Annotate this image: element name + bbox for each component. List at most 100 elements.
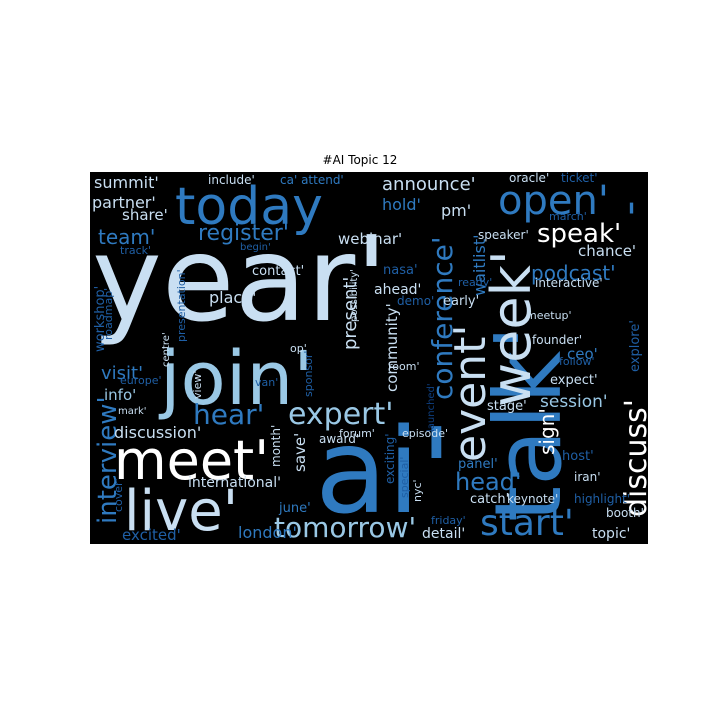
word-7: week'	[480, 250, 543, 407]
word-74: europe'	[120, 374, 162, 387]
word-cloud: year' ai' talk' join' meet' live' today week' ev…	[90, 172, 648, 544]
word-0: year'	[92, 210, 388, 348]
word-31: sign'	[535, 408, 559, 455]
word-54: roadmap'	[102, 288, 115, 340]
word-21: team'	[98, 225, 155, 249]
word-95: cover'	[112, 478, 125, 512]
word-19: register'	[198, 221, 289, 246]
word-45: ca' attend'	[280, 173, 344, 187]
word-30: international'	[188, 475, 281, 491]
word-17: speak'	[537, 219, 621, 249]
word-2: talk'	[475, 325, 582, 522]
word-40: waitlist'	[470, 234, 489, 296]
word-28: community'	[383, 303, 401, 392]
word-10: start'	[480, 503, 574, 544]
word-27: webinar'	[338, 230, 402, 248]
word-75: mark'	[118, 406, 147, 417]
word-72: view'	[191, 371, 204, 399]
word-44: include'	[208, 173, 255, 187]
word-38: topic'	[592, 526, 630, 542]
word-63: explore'	[628, 320, 643, 372]
word-46: oracle'	[509, 172, 549, 185]
word-25: summit'	[94, 173, 159, 192]
word-4: meet'	[114, 429, 269, 492]
word-26: partner'	[92, 193, 156, 212]
word-50: track'	[120, 244, 151, 257]
word-13: expert'	[288, 397, 394, 432]
word-12: discuss'	[619, 399, 648, 517]
word-37: excited'	[122, 526, 181, 544]
word-39: detail'	[422, 526, 465, 542]
word-48: march'	[549, 210, 587, 223]
figure-title: #AI Topic 12	[322, 153, 398, 167]
word-29: discussion'	[114, 423, 201, 442]
word-9: open'	[498, 178, 609, 224]
word-69: op'	[290, 342, 307, 355]
word-77: expect'	[550, 373, 598, 388]
word-42: pm'	[441, 201, 471, 220]
word-88: nyc'	[411, 479, 424, 502]
word-81: episode'	[402, 427, 448, 440]
word-96: launched'	[426, 383, 437, 432]
word-24: present'	[340, 277, 361, 350]
word-16: interview'	[93, 396, 123, 524]
word-11: conference'	[426, 236, 459, 400]
word-49: share'	[122, 206, 168, 224]
word-33: visit'	[101, 363, 143, 384]
word-52: presentation'	[175, 269, 188, 342]
word-68: centre'	[161, 332, 172, 367]
word-61: demo'	[397, 294, 434, 308]
word-62: early'	[443, 294, 479, 309]
word-8: event'	[445, 325, 496, 462]
word-73: van'	[255, 376, 278, 389]
word-55: contact'	[252, 264, 304, 279]
word-53: workshop'	[93, 286, 108, 352]
word-cloud-canvas: year' ai' talk' join' meet'live' today week'ev…	[92, 172, 648, 544]
word-87: special'	[398, 457, 411, 498]
word-92: booth'	[606, 506, 644, 520]
word-60: interactive'	[535, 276, 603, 290]
word-66: ceo'	[567, 345, 598, 363]
word-91: highlight'	[574, 492, 630, 506]
word-78: month'	[269, 425, 283, 467]
word-36: london'	[238, 523, 297, 542]
word-94: june'	[278, 501, 311, 516]
word-89: catch'	[470, 492, 509, 507]
word-86: iran'	[574, 470, 601, 484]
word-20: head'	[455, 468, 522, 496]
word-34: info'	[104, 386, 136, 404]
word-35: chance'	[578, 242, 636, 260]
word-80: forum'	[339, 427, 375, 440]
word-59: ready'	[458, 276, 492, 289]
word-82: award'	[319, 432, 359, 446]
word-76: stage'	[487, 399, 527, 414]
word-47: ticket'	[561, 172, 598, 185]
word-64: meetup'	[526, 309, 572, 322]
word-22: podcast'	[531, 261, 616, 285]
word-57: nasa'	[383, 263, 418, 278]
word-79: save'	[291, 433, 309, 472]
word-70: sponsor'	[302, 351, 315, 397]
word-90: keynote'	[507, 492, 558, 506]
word-67: follow'	[559, 355, 594, 368]
word-51: begin'	[240, 242, 271, 253]
word-14: tomorrow'	[274, 511, 416, 544]
word-93: friday'	[431, 514, 466, 527]
word-65: founder'	[532, 333, 582, 347]
word-83: exciting'	[383, 433, 397, 484]
word-58: ahead'	[374, 282, 421, 298]
word-23: session'	[540, 392, 608, 412]
word-43: speaker'	[478, 228, 529, 242]
word-18: announce'	[382, 174, 476, 195]
word-32: place'	[209, 288, 256, 307]
word-15: hear'	[193, 398, 264, 431]
word-71: room'	[388, 360, 419, 373]
word-97: '	[626, 196, 637, 242]
word-6: today	[175, 177, 323, 237]
word-5: live'	[124, 479, 238, 544]
word-3: join'	[158, 336, 314, 422]
word-1: ai'	[315, 402, 453, 540]
word-85: host'	[562, 449, 594, 464]
word-56: possibility'	[349, 269, 360, 322]
word-41: hold'	[382, 195, 421, 214]
